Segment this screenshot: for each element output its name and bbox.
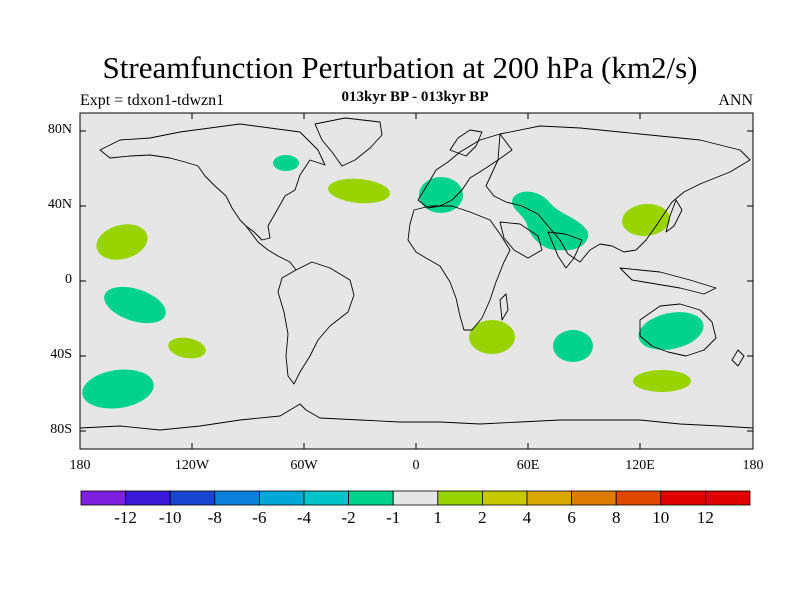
colorbar-swatch [303, 490, 349, 506]
axis-ticks [80, 113, 753, 449]
colorbar-swatch [125, 490, 171, 506]
hudson-bay-negative [273, 155, 299, 171]
europe-negative [419, 177, 463, 213]
south-atlantic-positive [469, 320, 515, 354]
colorbar-label: -1 [386, 508, 401, 527]
colorbar-label: -10 [158, 508, 182, 527]
coastlines [79, 117, 754, 431]
colorbar-label: -4 [296, 508, 312, 527]
pacific-north-positive [96, 224, 148, 260]
y-tick-label: 0 [65, 272, 72, 287]
southern-ocean-negative [82, 369, 154, 409]
colorbar-label: -12 [114, 508, 137, 527]
x-tick-label: 0 [412, 458, 420, 473]
anomaly-layer [82, 155, 704, 409]
colorbar-swatch [571, 490, 617, 506]
plot-subtitle: 013kyr BP - 013kyr BP [341, 89, 489, 105]
x-tick-label: 120W [174, 458, 210, 473]
colorbar-label: 10 [652, 508, 670, 527]
colorbar-label: 4 [522, 508, 532, 527]
colorbar-label: -8 [207, 508, 222, 527]
experiment-label: Expt = tdxon1-tdwzn1 [80, 92, 225, 109]
australia-negative [638, 312, 704, 350]
north-atlantic-positive [328, 178, 390, 204]
colorbar-label: 6 [567, 508, 576, 527]
map-background [79, 112, 754, 450]
colorbar-swatch [392, 490, 439, 506]
x-tick-label: 180 [742, 458, 764, 473]
southern-indian-positive [633, 370, 691, 392]
colorbar-swatch [481, 490, 528, 506]
x-tick-label: 120E [625, 458, 655, 473]
colorbar-swatch [437, 490, 483, 506]
season-label: ANN [718, 92, 753, 109]
colorbar-swatch [169, 490, 216, 506]
plot-title: Streamfunction Perturbation at 200 hPa (… [102, 50, 698, 85]
colorbar-swatch [705, 490, 751, 506]
colorbar-swatch [214, 490, 260, 506]
colorbar-label: 2 [478, 508, 487, 527]
x-tick-label: 60E [516, 458, 540, 473]
colorbar-label: 8 [611, 508, 621, 527]
colorbar-label: -6 [252, 508, 267, 527]
colorbar-swatch [80, 490, 126, 506]
y-tick-label: 40S [50, 347, 72, 362]
y-tick-label: 80N [47, 122, 72, 137]
y-tick-label: 40N [47, 197, 72, 212]
colorbar-swatch [660, 490, 706, 506]
pacific-south-positive [168, 337, 206, 359]
colorbar-label: 1 [433, 508, 443, 527]
indian-ocean-negative [553, 330, 593, 362]
colorbar-label: 12 [696, 508, 714, 527]
colorbar-swatch [348, 490, 394, 506]
colorbar [80, 490, 751, 506]
pacific-south-negative [104, 286, 166, 324]
colorbar-swatch [615, 490, 662, 506]
x-tick-label: 180 [69, 458, 91, 473]
colorbar-swatch [258, 490, 305, 506]
colorbar-label: -2 [341, 508, 356, 527]
east-asia-positive [622, 203, 670, 237]
y-tick-label: 80S [50, 422, 72, 437]
x-tick-label: 60W [290, 458, 318, 473]
colorbar-swatch [526, 490, 572, 506]
